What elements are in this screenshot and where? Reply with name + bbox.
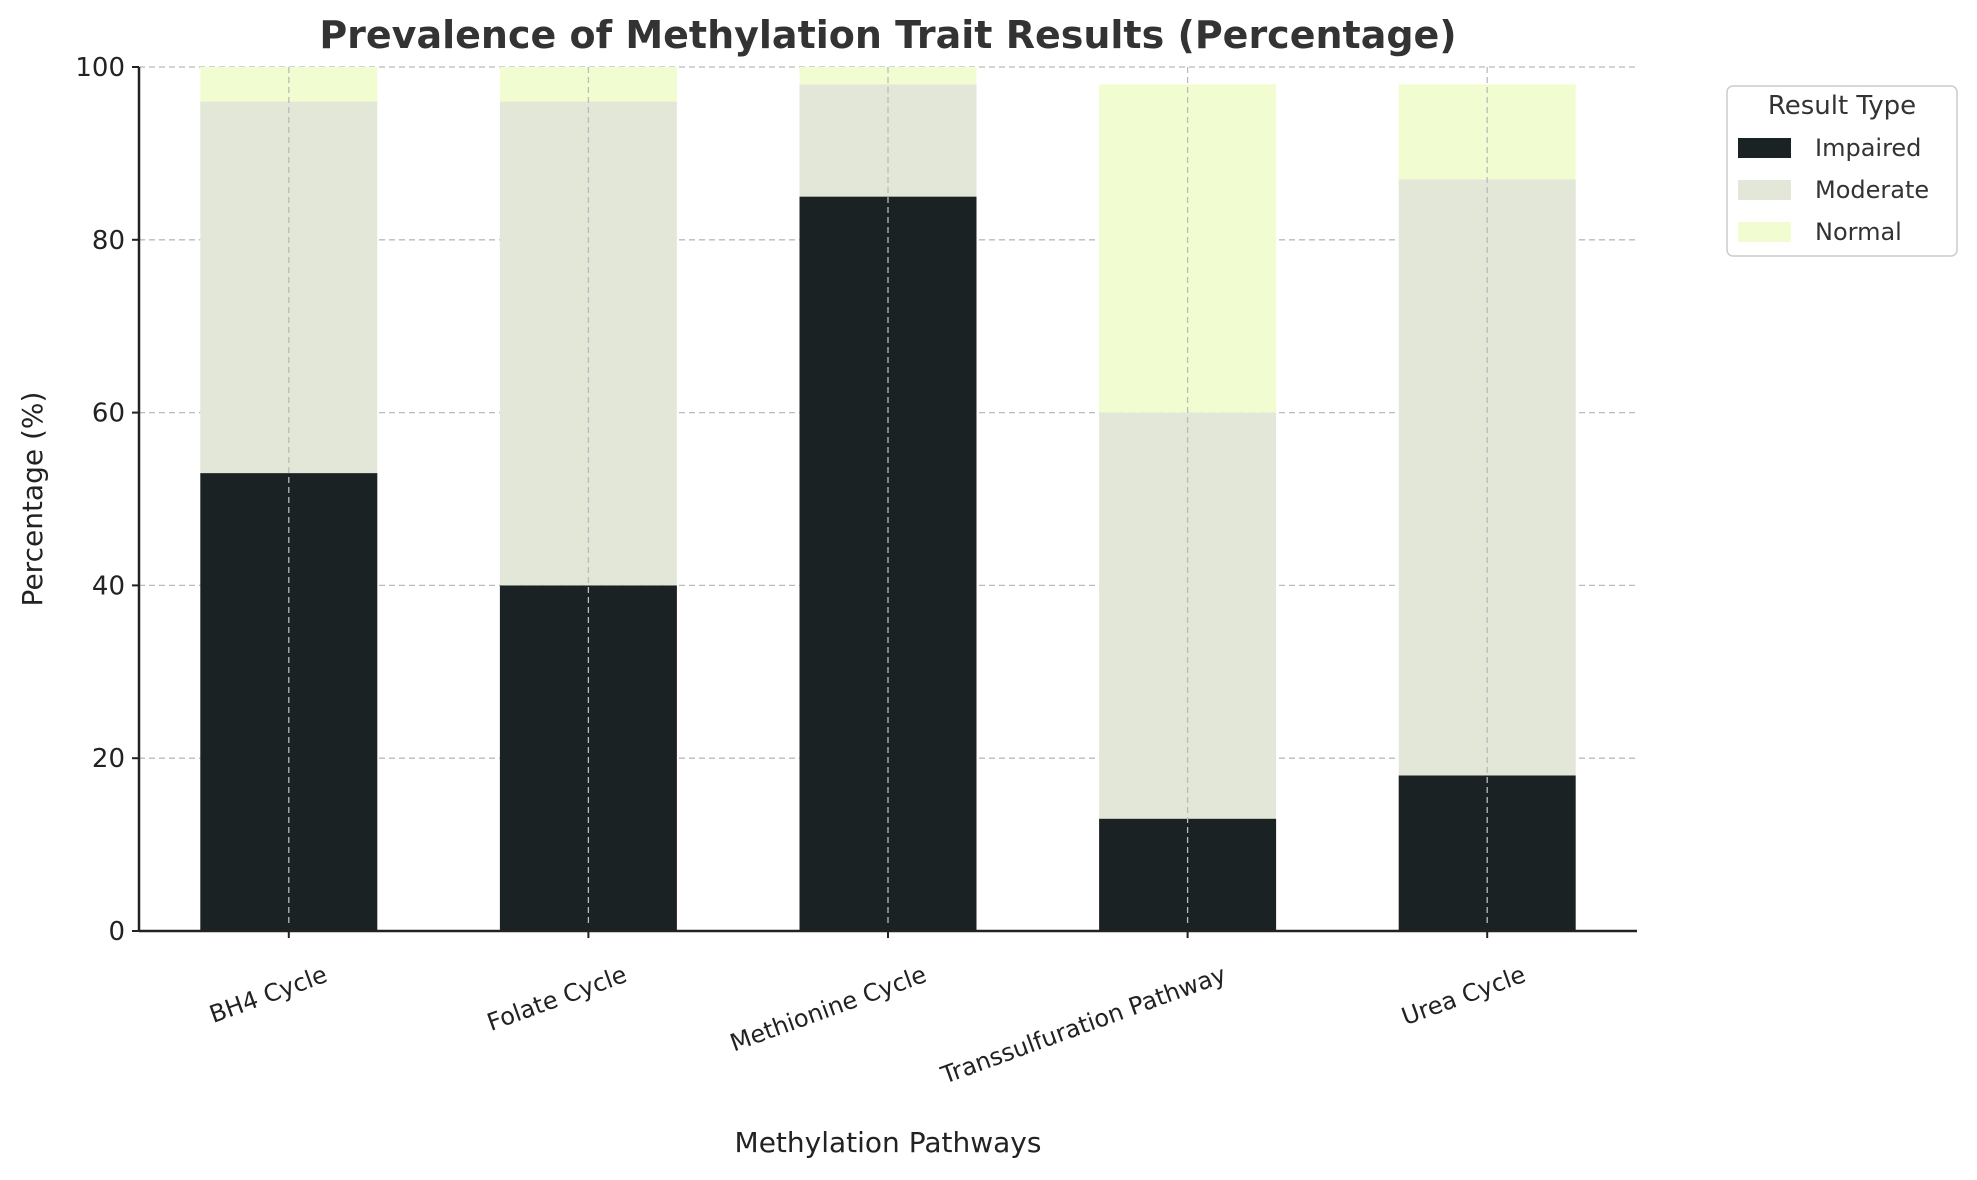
y-tick-label: 60 bbox=[92, 399, 125, 429]
legend-title: Result Type bbox=[1768, 91, 1916, 121]
y-tick-label: 40 bbox=[92, 571, 125, 601]
legend-label-impaired: Impaired bbox=[1815, 134, 1921, 162]
chart-title: Prevalence of Methylation Trait Results … bbox=[319, 13, 1456, 57]
x-axis-label: Methylation Pathways bbox=[735, 1126, 1042, 1159]
legend-swatch-moderate bbox=[1738, 180, 1791, 200]
legend-label-moderate: Moderate bbox=[1815, 176, 1929, 204]
y-axis-label: Percentage (%) bbox=[16, 392, 49, 607]
x-tick-label: Urea Cycle bbox=[1398, 960, 1529, 1031]
legend-swatch-normal bbox=[1738, 222, 1791, 242]
x-tick-label: Folate Cycle bbox=[483, 960, 630, 1036]
x-tick-label: BH4 Cycle bbox=[206, 960, 331, 1028]
x-tick-label: Methionine Cycle bbox=[726, 960, 930, 1057]
y-tick-label: 20 bbox=[92, 744, 125, 774]
legend-label-normal: Normal bbox=[1815, 218, 1902, 246]
y-tick-label: 80 bbox=[92, 226, 125, 256]
legend: Result Type Impaired Moderate Normal bbox=[1726, 85, 1958, 257]
legend-swatch-impaired bbox=[1738, 138, 1791, 158]
bar-normal-methionine-cycle bbox=[799, 67, 977, 85]
y-tick-label: 0 bbox=[108, 917, 125, 947]
y-tick-label: 100 bbox=[75, 53, 125, 83]
x-tick-label: Transsulfuration Pathway bbox=[936, 960, 1229, 1090]
bar-impaired-transsulfuration-pathway bbox=[1099, 818, 1277, 931]
